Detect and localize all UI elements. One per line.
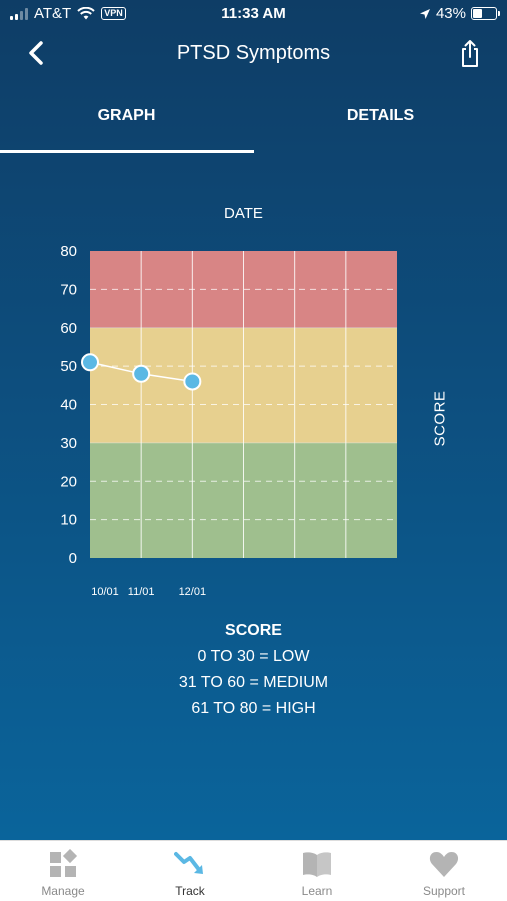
status-left: AT&T VPN xyxy=(10,5,126,22)
tab-details[interactable]: DETAILS xyxy=(346,107,415,124)
battery-level xyxy=(473,9,482,18)
y-tick-label: 40 xyxy=(60,397,77,414)
status-time: 11:33 AM xyxy=(221,5,286,22)
vpn-badge: VPN xyxy=(101,7,126,20)
carrier-name: AT&T xyxy=(34,5,72,22)
learn-icon xyxy=(303,852,331,877)
nav-bar: PTSD Symptoms xyxy=(0,30,507,76)
chevron-left-icon xyxy=(29,41,43,65)
y-axis-label: SCORE xyxy=(431,390,449,447)
tab-track-label: Track xyxy=(175,884,205,898)
tab-support-label: Support xyxy=(422,884,466,898)
y-tick-label: 70 xyxy=(60,281,77,298)
x-tick-label: 11/01 xyxy=(128,586,155,598)
share-button[interactable] xyxy=(453,36,487,70)
tab-learn-label: Learn xyxy=(301,884,333,898)
share-icon xyxy=(462,40,478,67)
data-point xyxy=(132,364,151,383)
x-tick-label: 12/01 xyxy=(179,586,207,598)
manage-icon xyxy=(50,849,78,877)
y-tick-label: 30 xyxy=(60,435,77,452)
y-tick-label: 50 xyxy=(60,358,77,375)
tab-support[interactable]: Support xyxy=(381,841,507,901)
chart-title: DATE xyxy=(224,205,263,222)
tab-manage[interactable]: Manage xyxy=(0,841,126,901)
score-chart: 0 10 20 30 40 50 60 70 80 10/01 11/01 12/01 xyxy=(60,243,397,598)
legend-medium: 31 TO 60 = MEDIUM xyxy=(178,674,329,691)
active-tab-indicator xyxy=(0,150,254,153)
legend-title: SCORE xyxy=(225,622,282,639)
battery-icon xyxy=(471,7,500,20)
track-icon xyxy=(174,852,203,874)
legend-high: 61 TO 80 = HIGH xyxy=(191,700,316,717)
y-tick-label: 0 xyxy=(69,550,77,567)
battery-percent: 43% xyxy=(435,5,466,22)
status-right: 43% xyxy=(419,5,500,22)
tab-manage-label: Manage xyxy=(41,884,85,898)
legend-low: 0 TO 30 = LOW xyxy=(197,648,310,665)
signal-icon xyxy=(10,7,28,20)
y-tick-label: 10 xyxy=(60,512,77,529)
page-title: PTSD Symptoms xyxy=(176,42,331,64)
data-point xyxy=(183,372,202,391)
tab-track[interactable]: Track xyxy=(127,841,253,901)
segment-tabs: GRAPH DETAILS xyxy=(0,98,507,154)
back-button[interactable] xyxy=(20,36,54,70)
location-arrow-icon xyxy=(419,8,430,19)
bottom-tab-bar: Manage Track Learn Support xyxy=(0,840,507,901)
wifi-icon xyxy=(77,7,95,20)
tab-learn[interactable]: Learn xyxy=(254,841,380,901)
status-bar: AT&T VPN 11:33 AM 43% xyxy=(0,0,507,28)
y-tick-label: 80 xyxy=(60,243,77,260)
tab-graph[interactable]: GRAPH xyxy=(97,107,156,124)
y-tick-label: 20 xyxy=(60,473,77,490)
support-icon xyxy=(429,852,459,877)
score-legend: SCORE 0 TO 30 = LOW 31 TO 60 = MEDIUM 61… xyxy=(0,622,507,726)
data-point xyxy=(81,353,99,372)
y-tick-label: 60 xyxy=(60,320,77,337)
x-tick-label: 10/01 xyxy=(91,586,119,598)
